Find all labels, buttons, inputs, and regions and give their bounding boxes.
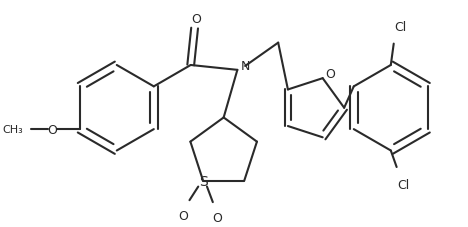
Text: Cl: Cl — [397, 178, 410, 191]
Text: O: O — [212, 211, 222, 224]
Text: N: N — [241, 60, 250, 73]
Text: O: O — [191, 13, 202, 26]
Text: CH₃: CH₃ — [3, 125, 23, 135]
Text: O: O — [48, 123, 58, 136]
Text: Cl: Cl — [395, 20, 407, 33]
Text: S: S — [199, 174, 207, 188]
Text: O: O — [326, 67, 336, 80]
Text: O: O — [179, 209, 189, 222]
